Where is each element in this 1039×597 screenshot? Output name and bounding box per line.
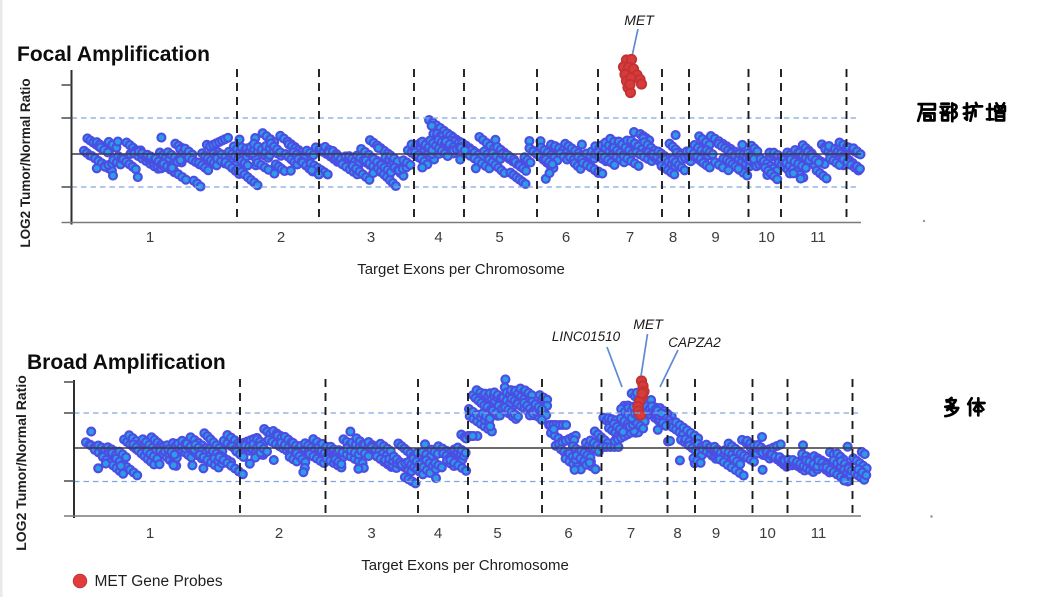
svg-text:LOG2 Tumor/Normal Ratio: LOG2 Tumor/Normal Ratio: [13, 375, 29, 551]
svg-text:10: 10: [759, 525, 776, 542]
svg-text:6: 6: [564, 525, 572, 542]
svg-text:Target Exons per Chromosome: Target Exons per Chromosome: [361, 557, 569, 574]
svg-text:7: 7: [627, 525, 635, 542]
svg-text:10: 10: [758, 229, 775, 246]
svg-text:LOG2 Tumor/Normal Ratio: LOG2 Tumor/Normal Ratio: [18, 78, 33, 247]
svg-text:2: 2: [275, 525, 283, 542]
svg-text:11: 11: [811, 525, 827, 542]
svg-text:8: 8: [673, 525, 681, 542]
svg-text:Target Exons per Chromosome: Target Exons per Chromosome: [357, 261, 565, 278]
svg-text:8: 8: [669, 229, 677, 246]
svg-text:MET Gene Probes: MET Gene Probes: [95, 573, 223, 590]
svg-text:3: 3: [367, 525, 375, 542]
svg-text:9: 9: [711, 229, 719, 246]
svg-text:4: 4: [434, 229, 442, 246]
svg-text:5: 5: [493, 525, 501, 542]
svg-text:6: 6: [562, 229, 570, 246]
svg-text:Broad Amplification: Broad Amplification: [27, 351, 226, 374]
svg-text:Focal Amplification: Focal Amplification: [17, 43, 210, 66]
svg-text:2: 2: [277, 229, 285, 246]
svg-text:MET: MET: [633, 316, 664, 332]
svg-text:5: 5: [495, 229, 503, 246]
svg-text:1: 1: [146, 229, 154, 246]
svg-text:CAPZA2: CAPZA2: [668, 335, 721, 350]
svg-text:3: 3: [367, 229, 375, 246]
svg-text:4: 4: [434, 525, 442, 542]
svg-text:LINC01510: LINC01510: [552, 329, 621, 344]
svg-text:9: 9: [712, 525, 720, 542]
svg-text:1: 1: [146, 525, 154, 542]
svg-text:11: 11: [810, 229, 826, 246]
svg-text:7: 7: [626, 229, 634, 246]
svg-text:MET: MET: [624, 12, 655, 28]
